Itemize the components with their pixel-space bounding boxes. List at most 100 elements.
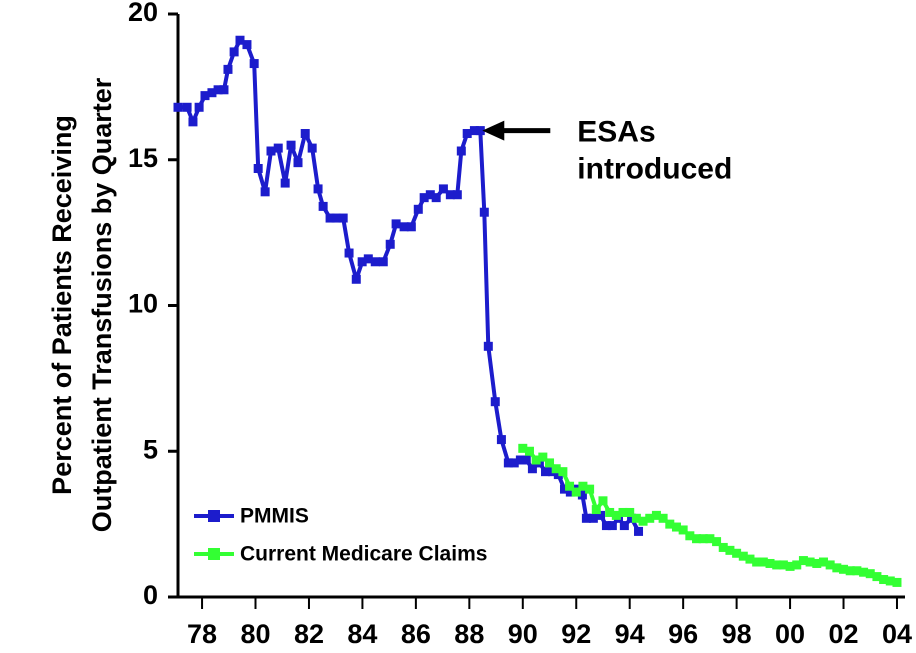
point-marker — [872, 572, 882, 582]
y-tick-label: 15 — [128, 143, 158, 173]
point-marker — [825, 560, 835, 570]
y-axis-label-line: Percent of Patients Receiving — [47, 115, 77, 495]
point-marker — [725, 545, 735, 555]
point-marker — [469, 126, 479, 136]
x-tick-label: 78 — [187, 619, 217, 649]
point-marker — [438, 184, 448, 194]
x-tick-label: 94 — [615, 619, 645, 649]
point-marker — [213, 85, 223, 95]
point-marker — [611, 510, 621, 520]
point-marker — [338, 213, 348, 223]
x-tick-label: 96 — [668, 619, 698, 649]
point-marker — [483, 341, 493, 351]
point-marker — [558, 467, 568, 477]
x-tick-label: 82 — [294, 619, 324, 649]
point-marker — [805, 557, 815, 567]
point-marker — [585, 484, 595, 494]
point-marker — [293, 158, 303, 168]
point-marker — [698, 534, 708, 544]
point-marker — [313, 184, 323, 194]
point-marker — [685, 531, 695, 541]
y-tick-label: 0 — [143, 580, 158, 610]
point-marker — [577, 490, 587, 500]
point-marker — [456, 146, 466, 156]
point-marker — [705, 534, 715, 544]
point-marker — [229, 47, 239, 57]
point-marker — [280, 178, 290, 188]
point-marker — [631, 513, 641, 523]
point-marker — [596, 510, 606, 520]
annotation-text: introduced — [577, 153, 732, 186]
point-marker — [182, 102, 192, 112]
point-marker — [758, 557, 768, 567]
point-marker — [651, 510, 661, 520]
annotation-arrowhead — [482, 120, 505, 141]
point-marker — [351, 274, 361, 284]
point-marker — [634, 526, 644, 536]
point-marker — [452, 190, 462, 200]
point-marker — [588, 513, 598, 523]
point-marker — [792, 560, 802, 570]
point-marker — [865, 569, 875, 579]
point-marker — [778, 560, 788, 570]
point-marker — [531, 455, 541, 465]
point-marker — [785, 561, 795, 571]
point-marker — [194, 102, 204, 112]
point-marker — [879, 575, 889, 585]
point-marker — [413, 204, 423, 214]
point-marker — [200, 91, 210, 101]
point-marker — [671, 522, 681, 532]
x-tick-label: 86 — [401, 619, 431, 649]
series — [173, 35, 644, 536]
point-marker — [718, 542, 728, 552]
point-marker — [419, 193, 429, 203]
x-tick-label: 90 — [508, 619, 538, 649]
point-marker — [625, 507, 635, 517]
point-marker — [286, 140, 296, 150]
x-tick-label: 92 — [561, 619, 591, 649]
point-marker — [692, 534, 702, 544]
point-marker — [845, 566, 855, 576]
point-marker — [538, 452, 548, 462]
y-tick-label: 5 — [143, 434, 158, 464]
point-marker — [553, 470, 563, 480]
legend: PMMIS Current Medicare Claims — [194, 505, 487, 566]
point-marker — [266, 146, 276, 156]
point-marker — [431, 193, 441, 203]
point-marker — [527, 464, 537, 474]
point-marker — [260, 187, 270, 197]
point-marker — [207, 88, 217, 98]
point-marker — [678, 525, 688, 535]
point-marker — [406, 222, 416, 232]
series-line — [178, 38, 641, 533]
point-marker — [503, 458, 513, 468]
point-marker — [545, 458, 555, 468]
legend-label: Current Medicare Claims — [240, 543, 487, 566]
point-marker — [496, 435, 506, 445]
point-marker — [479, 207, 489, 217]
y-axis-label-line: Outpatient Transfusions by Quarter — [87, 77, 117, 532]
point-marker — [658, 513, 668, 523]
point-marker — [173, 102, 183, 112]
point-marker — [818, 557, 828, 567]
point-marker — [521, 455, 531, 465]
point-marker — [712, 537, 722, 547]
point-marker — [223, 64, 233, 74]
point-marker — [605, 507, 615, 517]
point-marker — [490, 397, 500, 407]
point-marker — [551, 464, 561, 474]
x-tick-label: 80 — [240, 619, 270, 649]
point-marker — [378, 257, 388, 267]
point-marker — [325, 213, 335, 223]
point-marker — [812, 558, 822, 568]
point-marker — [344, 248, 354, 258]
y-tick-label: 20 — [128, 0, 158, 27]
x-tick-label: 98 — [722, 619, 752, 649]
point-marker — [524, 446, 534, 456]
point-marker — [363, 254, 373, 264]
y-axis-label: Percent of Patients Receiving Outpatient… — [47, 77, 117, 532]
point-marker — [738, 551, 748, 561]
annotation-text: ESAs — [577, 116, 655, 149]
point-marker — [627, 513, 637, 523]
